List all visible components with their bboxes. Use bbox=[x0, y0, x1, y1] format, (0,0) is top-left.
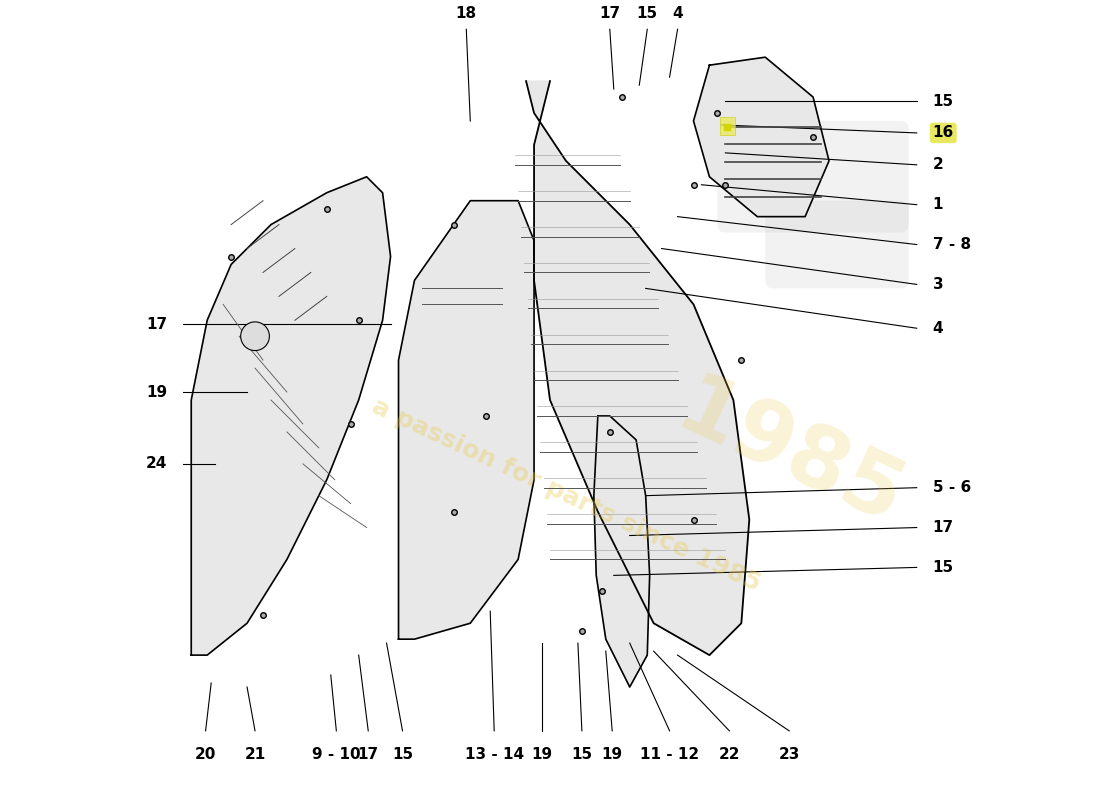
Text: 18: 18 bbox=[455, 6, 477, 21]
Text: 21: 21 bbox=[244, 747, 266, 762]
Text: a passion for parts since 1985: a passion for parts since 1985 bbox=[367, 394, 764, 597]
Text: 17: 17 bbox=[600, 6, 620, 21]
Text: 24: 24 bbox=[146, 456, 167, 471]
Circle shape bbox=[241, 322, 270, 350]
Text: 22: 22 bbox=[718, 747, 740, 762]
Text: 19: 19 bbox=[146, 385, 167, 399]
Text: 3: 3 bbox=[933, 277, 944, 292]
Text: 15: 15 bbox=[571, 747, 593, 762]
Text: 16: 16 bbox=[933, 126, 954, 141]
Polygon shape bbox=[191, 177, 390, 655]
Text: 15: 15 bbox=[392, 747, 414, 762]
FancyBboxPatch shape bbox=[717, 121, 909, 233]
Text: 1985: 1985 bbox=[663, 367, 915, 544]
Text: 17: 17 bbox=[146, 317, 167, 332]
Text: 20: 20 bbox=[195, 747, 217, 762]
FancyBboxPatch shape bbox=[766, 201, 909, 288]
Text: 19: 19 bbox=[531, 747, 552, 762]
Text: 4: 4 bbox=[933, 321, 944, 336]
FancyBboxPatch shape bbox=[719, 117, 735, 134]
Text: 4: 4 bbox=[672, 6, 683, 21]
Text: 17: 17 bbox=[933, 520, 954, 535]
Text: 13 - 14: 13 - 14 bbox=[464, 747, 524, 762]
Text: 15: 15 bbox=[637, 6, 658, 21]
Text: 23: 23 bbox=[779, 747, 800, 762]
Text: 9 - 10: 9 - 10 bbox=[312, 747, 361, 762]
Text: 7 - 8: 7 - 8 bbox=[933, 237, 971, 252]
Polygon shape bbox=[398, 201, 535, 639]
Polygon shape bbox=[526, 81, 749, 655]
Text: 5 - 6: 5 - 6 bbox=[933, 480, 971, 495]
Text: 19: 19 bbox=[602, 747, 623, 762]
Text: 11 - 12: 11 - 12 bbox=[640, 747, 700, 762]
Polygon shape bbox=[594, 416, 650, 687]
Text: 15: 15 bbox=[933, 560, 954, 575]
Text: 17: 17 bbox=[358, 747, 378, 762]
Polygon shape bbox=[693, 57, 829, 217]
Text: 1: 1 bbox=[933, 197, 943, 212]
Text: 15: 15 bbox=[933, 94, 954, 109]
Text: 2: 2 bbox=[933, 158, 944, 172]
